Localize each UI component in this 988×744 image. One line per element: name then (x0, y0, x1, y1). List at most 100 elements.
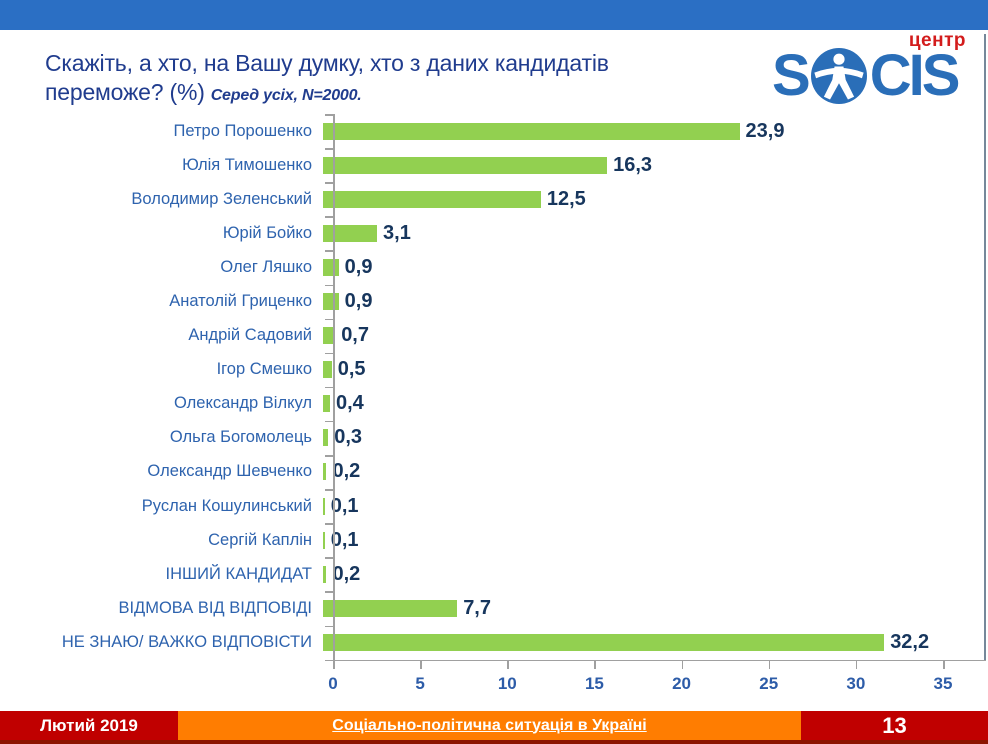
x-axis-tick (507, 659, 509, 669)
plot-cell: 0,1 (323, 489, 975, 523)
y-axis-tick (325, 591, 333, 593)
plot-cell: 0,5 (323, 353, 975, 387)
x-axis-tick-label: 15 (584, 673, 604, 693)
value-label: 0,4 (335, 392, 364, 415)
value-label: 0,2 (332, 460, 361, 483)
title-line-1: Скажіть, а хто, на Вашу думку, хто з дан… (45, 50, 609, 76)
bar (323, 395, 330, 413)
bar (323, 293, 339, 311)
footer-bar: Лютий 2019 Соціально-політична ситуація … (0, 711, 988, 740)
x-axis: 0 5 10 15 20 25 30 35 (0, 659, 988, 708)
chart-row: Юлія Тимошенко 16,3 (0, 148, 988, 182)
bar (323, 531, 325, 549)
bar (323, 429, 329, 447)
x-axis-tick-label: 0 (328, 673, 338, 693)
category-label: ІНШИЙ КАНДИДАТ (165, 564, 312, 583)
category-label: Анатолій Гриценко (169, 292, 312, 311)
y-axis-tick (325, 420, 333, 423)
plot-cell: 0,1 (323, 523, 975, 557)
y-axis-tick (325, 250, 333, 252)
footer-underline (0, 740, 988, 744)
footer-date: Лютий 2019 (0, 711, 178, 740)
chart-row: Ольга Богомолець 0,3 (0, 421, 988, 455)
title-line-2-main: переможе? (%) (45, 79, 205, 105)
bar (323, 633, 885, 651)
chart-row: ВІДМОВА ВІД ВІДПОВІДІ 7,7 (0, 591, 988, 625)
chart-row: Олег Ляшко 0,9 (0, 250, 988, 284)
y-axis-tick (325, 455, 333, 457)
bar (323, 565, 327, 583)
x-axis-tick (855, 659, 858, 669)
value-label: 0,3 (334, 426, 363, 449)
category-label: Олег Ляшко (220, 257, 312, 276)
y-axis-tick (325, 523, 333, 525)
plot-cell: 12,5 (323, 182, 975, 216)
chart-row: Ігор Смешко 0,5 (0, 353, 988, 387)
category-label: Андрій Садовий (188, 326, 312, 345)
value-label: 12,5 (546, 187, 586, 210)
plot-cell: 23,9 (323, 114, 975, 148)
logo-letter-s: S (772, 43, 811, 108)
sample-note: Серед усіх, N=2000. (210, 87, 362, 104)
y-axis-tick (325, 489, 333, 491)
chart-row: НЕ ЗНАЮ/ ВАЖКО ВІДПОВІСТИ 32,2 (0, 625, 988, 659)
y-axis-tick (325, 557, 333, 559)
category-label: Ольга Богомолець (169, 428, 312, 447)
category-label: ВІДМОВА ВІД ВІДПОВІДІ (118, 598, 312, 617)
value-label: 0,2 (332, 562, 361, 585)
x-axis-tick-label: 30 (846, 673, 866, 693)
footer-page-number: 13 (801, 711, 988, 740)
value-label: 0,1 (330, 494, 359, 517)
x-axis-tick-label: 25 (759, 673, 779, 693)
plot-cell: 0,2 (323, 455, 975, 489)
value-label: 16,3 (613, 153, 653, 176)
y-axis-tick (325, 659, 333, 662)
value-label: 7,7 (463, 596, 491, 619)
y-axis-tick (325, 625, 333, 627)
category-label: Ігор Смешко (216, 360, 312, 379)
bar (323, 224, 378, 242)
bar (323, 156, 608, 174)
chart-row: Петро Порошенко 23,9 (0, 114, 988, 148)
plot-cell: 0,9 (323, 250, 975, 284)
category-label: Руслан Кошулинський (141, 496, 312, 515)
top-accent-band (0, 0, 988, 30)
logo-letters-cis: CIS (869, 43, 961, 108)
chart-row: Андрій Садовий 0,7 (0, 319, 988, 353)
plot-cell: 32,2 (323, 625, 975, 659)
category-label: Юлія Тимошенко (182, 155, 312, 174)
plot-cell: 0,7 (323, 319, 975, 353)
chart-row: Анатолій Гриценко 0,9 (0, 284, 988, 318)
socis-logo: центр S CIS (772, 30, 972, 115)
plot-cell: 16,3 (323, 148, 975, 182)
value-label: 23,9 (745, 119, 785, 142)
x-axis-tick (594, 659, 596, 669)
bar (323, 327, 336, 345)
y-axis-tick (325, 148, 333, 150)
y-axis-line (333, 114, 335, 660)
y-axis-tick (325, 182, 333, 184)
bar (323, 497, 325, 515)
category-label: Олександр Шевченко (147, 462, 312, 481)
y-axis-tick (325, 318, 333, 321)
title-line-2: переможе? (%) Серед усіх, N=2000. (45, 78, 735, 110)
logo-wordmark: S CIS (772, 43, 961, 108)
value-label: 3,1 (383, 221, 411, 244)
category-label: Петро Порошенко (173, 121, 312, 140)
plot-cell: 3,1 (323, 216, 975, 250)
plot-cell: 7,7 (323, 591, 975, 625)
category-label: НЕ ЗНАЮ/ ВАЖКО ВІДПОВІСТИ (61, 632, 312, 651)
y-axis-tick (325, 284, 333, 286)
x-axis-tick (943, 659, 945, 669)
category-label: Сергій Каплін (208, 530, 312, 549)
x-axis-tick-label: 5 (415, 673, 425, 693)
x-axis-tick-label: 20 (672, 673, 692, 693)
value-label: 32,2 (890, 630, 930, 653)
x-axis-tick (681, 659, 684, 669)
plot-cell: 0,2 (323, 557, 975, 591)
slide-right-border (984, 34, 986, 661)
bar (323, 463, 327, 481)
bar (323, 599, 458, 617)
bar (323, 361, 332, 379)
